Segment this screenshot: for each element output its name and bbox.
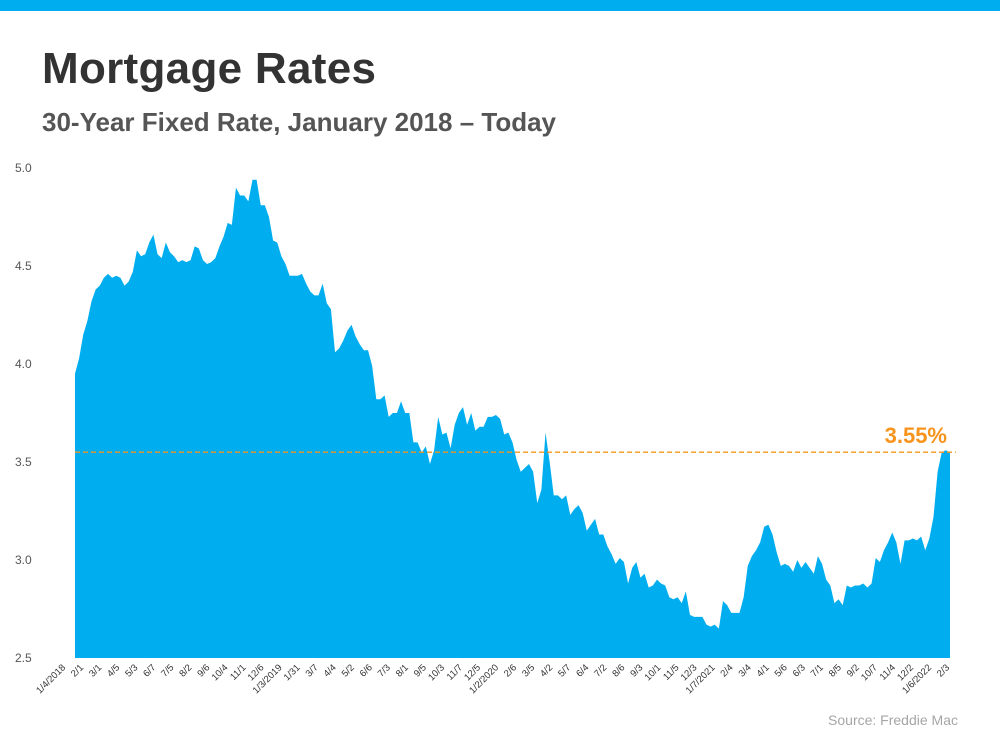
y-tick-label: 2.5 <box>15 651 32 665</box>
x-tick-label: 4/4 <box>322 662 339 679</box>
x-tick-label: 5/7 <box>556 662 573 679</box>
x-tick-label: 3/5 <box>520 662 537 679</box>
top-accent-bar <box>0 0 1000 11</box>
x-tick-label: 2/4 <box>718 662 735 679</box>
x-tick-label: 10/4 <box>210 662 231 683</box>
x-tick-label: 4/2 <box>538 662 555 679</box>
x-tick-label: 11/7 <box>445 662 465 682</box>
x-axis-ticks: 1/4/2018 2/1 3/1 4/5 5/3 6/7 7/5 8/2 9/610/411/1… <box>34 662 952 696</box>
x-tick-label: 10/3 <box>426 662 447 683</box>
x-tick-label: 11/1 <box>228 662 248 682</box>
x-tick-label: 11/4 <box>878 662 898 682</box>
x-tick-label: 3/7 <box>304 662 321 679</box>
x-tick-label: 3/1 <box>87 662 104 679</box>
x-tick-label: 8/1 <box>394 662 411 679</box>
x-tick-label: 2/1 <box>69 662 86 679</box>
x-tick-label: 1/31 <box>282 662 303 683</box>
x-tick-label: 6/3 <box>791 662 808 679</box>
x-tick-label: 11/5 <box>661 662 681 682</box>
x-tick-label: 4/1 <box>755 662 772 679</box>
x-tick-label: 7/1 <box>809 662 826 679</box>
source-note: Source: Freddie Mac <box>828 712 958 728</box>
page-title: Mortgage Rates <box>42 44 377 93</box>
y-tick-label: 3.0 <box>15 553 32 567</box>
x-tick-label: 6/7 <box>141 662 158 679</box>
y-tick-label: 4.5 <box>15 259 32 273</box>
x-tick-label: 4/5 <box>105 662 122 679</box>
x-tick-label: 2/3 <box>935 662 952 679</box>
y-tick-label: 3.5 <box>15 455 32 469</box>
x-tick-label: 7/3 <box>376 662 393 679</box>
x-tick-label: 8/6 <box>610 662 627 679</box>
x-tick-label: 8/2 <box>177 662 194 679</box>
x-tick-label: 10/1 <box>643 662 664 683</box>
y-axis-ticks: 5.0 4.5 4.0 3.5 3.0 2.5 <box>15 161 32 665</box>
x-tick-label: 5/6 <box>773 662 790 679</box>
y-tick-label: 5.0 <box>15 161 32 175</box>
x-tick-label: 2/6 <box>502 662 519 679</box>
x-tick-label: 5/2 <box>340 662 357 679</box>
rate-area-series <box>75 179 950 658</box>
x-tick-label: 1/4/2018 <box>34 662 68 696</box>
page-subtitle: 30-Year Fixed Rate, January 2018 – Today <box>42 107 557 137</box>
x-tick-label: 10/7 <box>859 662 880 683</box>
x-tick-label: 6/6 <box>358 662 375 679</box>
current-rate-label: 3.55% <box>885 423 947 448</box>
x-tick-label: 3/4 <box>737 662 754 679</box>
x-tick-label: 6/4 <box>574 662 591 679</box>
x-tick-label: 7/5 <box>159 662 176 679</box>
x-tick-label: 7/2 <box>592 662 609 679</box>
x-tick-label: 8/5 <box>827 662 844 679</box>
y-tick-label: 4.0 <box>15 357 32 371</box>
x-tick-label: 5/3 <box>123 662 140 679</box>
